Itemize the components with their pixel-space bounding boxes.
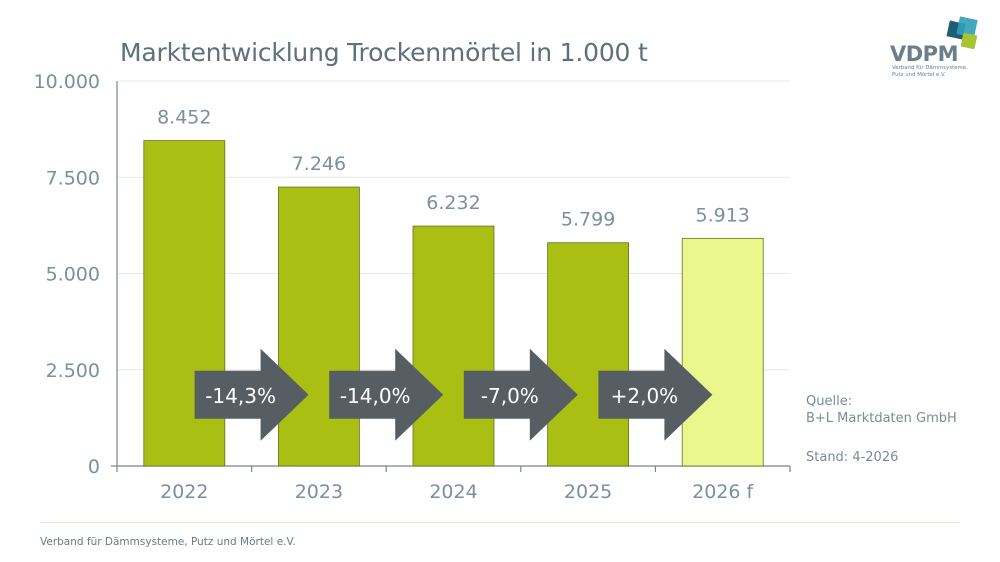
change-label: -14,0%	[340, 384, 411, 408]
change-label: -14,3%	[205, 384, 276, 408]
change-label: -7,0%	[481, 384, 539, 408]
footer-divider	[40, 522, 960, 523]
vdpm-logo: VDPM Verband für Dämmsysteme, Putz und M…	[886, 16, 986, 84]
logo-subtitle: Verband für Dämmsysteme, Putz und Mörtel…	[892, 65, 982, 78]
y-tick-label: 5.000	[46, 264, 100, 286]
change-label: +2,0%	[611, 384, 679, 408]
bar-chart: 0 2.500 5.000 7.500 10.000 8.452 2022 7.246 2023…	[34, 71, 791, 503]
x-tick-label: 2023	[295, 481, 343, 503]
data-label: 5.799	[561, 209, 615, 231]
y-tick-label: 7.500	[46, 167, 100, 189]
bar	[277, 186, 360, 467]
bar	[547, 242, 629, 467]
x-tick-label: 2026 f	[692, 481, 754, 503]
source-label: Quelle:	[806, 394, 853, 409]
y-tick-label: 2.500	[46, 360, 100, 382]
bar	[412, 225, 495, 467]
logo-subtitle-line2: Putz und Mörtel e.V.	[892, 71, 946, 78]
data-label: 6.232	[426, 192, 480, 214]
change-arrow	[463, 348, 578, 441]
source-name: B+L Marktdaten GmbH	[806, 411, 957, 426]
data-label: 7.246	[292, 153, 346, 175]
source-stand: Stand: 4-2026	[806, 450, 899, 465]
change-arrow	[598, 348, 713, 441]
footer-text: Verband für Dämmsysteme, Putz und Mörtel…	[40, 536, 296, 548]
x-tick-label: 2022	[160, 481, 208, 503]
chart-title: Marktentwicklung Trockenmörtel in 1.000 …	[120, 38, 648, 67]
y-tick-label: 0	[88, 456, 100, 478]
change-arrow	[329, 348, 444, 441]
change-arrow	[194, 348, 309, 441]
bar	[681, 237, 764, 467]
x-tick-label: 2025	[564, 481, 612, 503]
y-tick-label: 10.000	[34, 71, 100, 93]
logo-subtitle-line1: Verband für Dämmsysteme,	[892, 65, 968, 71]
data-label: 5.913	[695, 204, 749, 226]
source-info: Quelle: B+L Marktdaten GmbH Stand: 4-202…	[806, 393, 957, 482]
logo-wordmark: VDPM	[890, 42, 958, 66]
data-label: 8.452	[157, 107, 211, 129]
x-tick-label: 2024	[429, 481, 477, 503]
